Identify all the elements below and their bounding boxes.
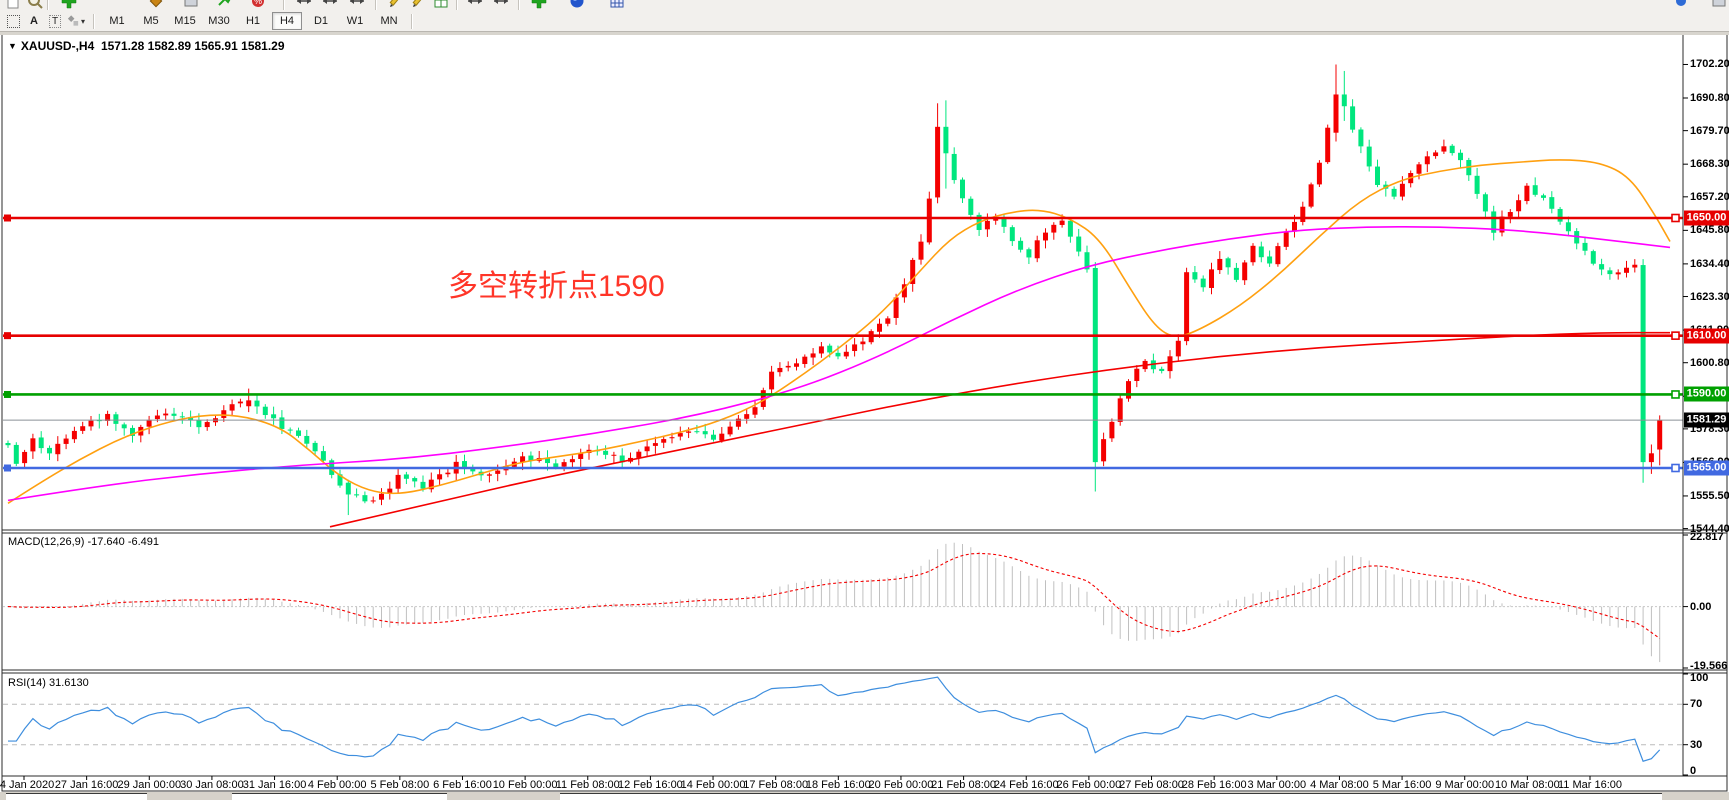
bottom-tab[interactable]: [560, 793, 1662, 800]
grid-calc-icon[interactable]: [608, 0, 626, 10]
chart-profile-icon[interactable]: [147, 0, 165, 10]
toolbar-separator: [456, 0, 458, 10]
dotted-square-icon: [6, 14, 20, 28]
macd-signal-line: [7, 552, 1661, 639]
toolbar-separator: [518, 0, 520, 10]
spread-tool-icon[interactable]: [295, 0, 313, 10]
new-order-icon[interactable]: [530, 0, 548, 10]
toolbar-separator: [283, 0, 285, 10]
autotrading-icon[interactable]: %: [249, 0, 267, 10]
new-chart-icon[interactable]: [4, 0, 22, 10]
objects-table-icon[interactable]: [432, 0, 450, 10]
spread-tool-icon[interactable]: [492, 0, 510, 10]
text-box-button[interactable]: T: [46, 13, 64, 29]
toolbar-separator: [375, 0, 377, 10]
zoom-icon[interactable]: [26, 0, 44, 10]
toolbar-standard: %: [0, 0, 1729, 11]
toolbar-separator: [411, 13, 413, 29]
pencil-icon[interactable]: [409, 0, 427, 10]
select-region-button[interactable]: [4, 13, 22, 29]
timeframe-button-m30[interactable]: M30: [208, 15, 230, 27]
indicators-icon[interactable]: [216, 0, 234, 10]
timeframe-button-d1[interactable]: D1: [313, 15, 329, 27]
bottom-panel-edge: [0, 792, 1729, 800]
ma-slow: [329, 331, 1670, 528]
toolbar-drawing-timeframes: A T ▾ M1 M5 M15 M30 H1 H4 D1 W1 MN: [0, 11, 1729, 31]
timeframe-button-h1[interactable]: H1: [245, 15, 261, 27]
timeframe-button-m5[interactable]: M5: [143, 15, 159, 27]
toolbar-separator: [93, 13, 95, 29]
bottom-tab[interactable]: [232, 793, 447, 800]
new-order-icon[interactable]: [60, 0, 78, 10]
toolbar-separator: [47, 0, 49, 10]
bottom-tab[interactable]: [6, 793, 147, 800]
text-label-button[interactable]: A: [30, 15, 38, 27]
rsi-line: [8, 676, 1661, 762]
timeframe-button-m15[interactable]: M15: [174, 15, 196, 27]
spread-tool-icon[interactable]: [348, 0, 366, 10]
spread-tool-icon[interactable]: [466, 0, 484, 10]
pencil-icon[interactable]: [386, 0, 404, 10]
timeframe-button-m1[interactable]: M1: [109, 15, 125, 27]
panel-icon[interactable]: [1710, 0, 1728, 10]
panel-icon[interactable]: [182, 0, 200, 10]
spread-tool-icon[interactable]: [321, 0, 339, 10]
ma-fast: [7, 159, 1671, 504]
timeframe-button-mn[interactable]: MN: [380, 15, 398, 27]
shapes-dropdown-button[interactable]: ▾: [67, 13, 85, 29]
timeframe-button-w1[interactable]: W1: [346, 15, 364, 27]
help-dot-icon[interactable]: [1672, 0, 1690, 10]
svg-text:%: %: [254, 0, 262, 6]
timeframe-button-h4[interactable]: H4: [272, 12, 302, 30]
refresh-icon[interactable]: [568, 0, 586, 10]
shapes-icon: [67, 15, 79, 26]
toolbar-divider: [0, 31, 1729, 35]
